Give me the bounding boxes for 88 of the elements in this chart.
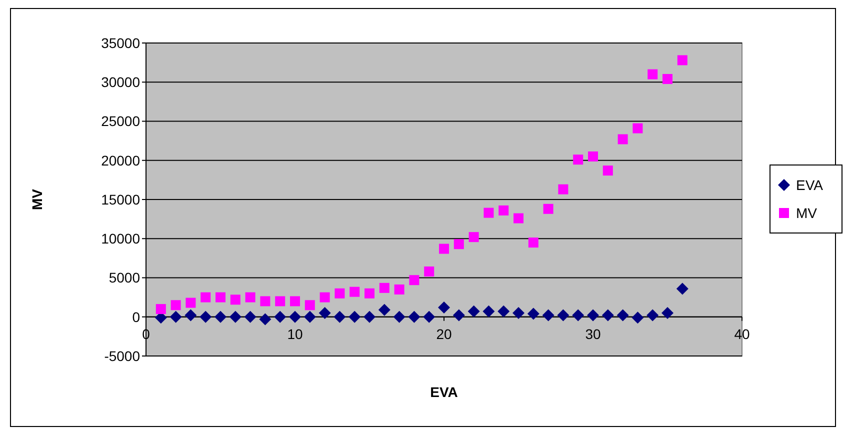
point (528, 238, 538, 248)
point (259, 313, 272, 326)
point (409, 275, 420, 286)
point (320, 292, 330, 302)
point (275, 296, 286, 306)
point (646, 309, 659, 322)
y-axis-title: MV (29, 188, 45, 210)
point (318, 306, 331, 319)
point (484, 208, 494, 218)
point (542, 309, 554, 322)
y-tick-label: -5000 (104, 348, 140, 364)
y-tick-label: 25000 (101, 113, 140, 130)
point (468, 232, 479, 242)
point (348, 310, 361, 323)
y-tick-label: 20000 (101, 152, 140, 168)
point (648, 69, 658, 80)
point (632, 312, 644, 324)
point (662, 306, 674, 319)
point (304, 300, 315, 310)
y-tick-label: 5000 (108, 270, 140, 286)
y-tick-label: 10000 (101, 230, 140, 247)
point (468, 305, 480, 318)
point (364, 310, 376, 323)
point (588, 151, 598, 162)
point (393, 310, 406, 323)
point (452, 309, 465, 322)
point (602, 166, 613, 176)
point (170, 310, 182, 323)
y-tick-label: 30000 (101, 74, 140, 90)
point (214, 310, 226, 323)
point (616, 309, 629, 322)
point (378, 304, 390, 316)
point (527, 308, 540, 320)
point (587, 309, 599, 322)
point (379, 282, 390, 293)
point (662, 74, 672, 84)
point (289, 310, 301, 323)
point (229, 310, 242, 323)
point (216, 292, 226, 302)
point (186, 298, 196, 308)
y-tick-label: 15000 (101, 191, 140, 208)
point (676, 282, 688, 295)
y-tick-label: 35000 (101, 34, 140, 51)
point (394, 284, 404, 294)
point (304, 310, 316, 323)
point (543, 204, 554, 214)
point (350, 286, 360, 297)
point (573, 154, 584, 165)
x-tick-label: 10 (287, 326, 303, 342)
x-axis-title: EVA (430, 384, 458, 400)
point (632, 123, 643, 134)
legend-label: EVA (796, 176, 824, 193)
point (498, 205, 509, 216)
point (424, 266, 434, 276)
x-tick-label: 20 (436, 326, 452, 342)
point (170, 300, 181, 310)
x-tick-label: 30 (585, 326, 601, 342)
point (498, 305, 510, 318)
point (557, 309, 570, 322)
point (260, 296, 270, 306)
point (602, 309, 614, 322)
point (334, 288, 345, 298)
point (438, 301, 450, 314)
point (482, 305, 495, 318)
point (334, 310, 346, 323)
point (677, 55, 688, 66)
point (439, 244, 449, 254)
point (184, 309, 197, 322)
point (618, 134, 628, 144)
point (156, 304, 166, 314)
point (408, 310, 420, 323)
legend-label: MV (796, 204, 818, 221)
y-tick-label: 0 (132, 308, 140, 325)
x-tick-label: 40 (734, 326, 750, 342)
point (572, 309, 584, 322)
point (423, 310, 436, 323)
point (454, 239, 464, 250)
point (514, 213, 524, 224)
point (290, 296, 300, 306)
point (244, 310, 256, 323)
point (512, 306, 524, 319)
point (558, 184, 568, 194)
point (200, 292, 211, 302)
point (245, 292, 256, 302)
point (364, 288, 374, 298)
point (230, 294, 240, 305)
point (200, 310, 212, 323)
point (274, 310, 286, 323)
